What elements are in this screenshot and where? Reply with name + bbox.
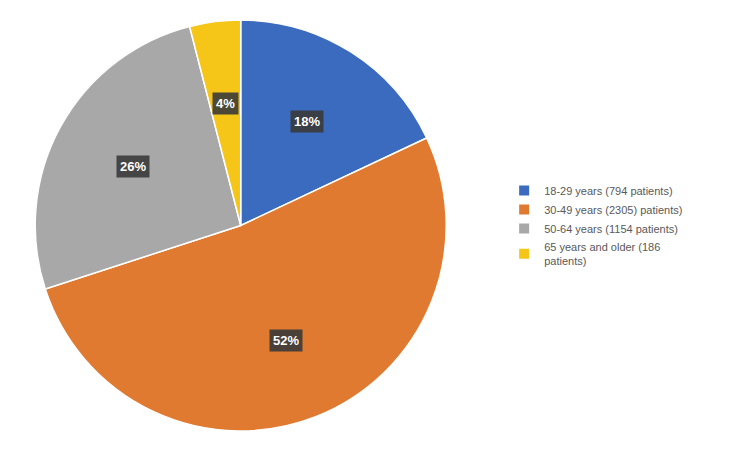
svg-text:65 years and older (186patient: 65 years and older (186patients) bbox=[544, 241, 660, 267]
svg-text:18%: 18% bbox=[294, 114, 320, 129]
svg-text:4%: 4% bbox=[216, 96, 235, 111]
svg-text:18-29 years (794 patients): 18-29 years (794 patients) bbox=[544, 185, 672, 197]
svg-text:50-64 years (1154 patients): 50-64 years (1154 patients) bbox=[544, 223, 678, 235]
svg-text:26%: 26% bbox=[120, 159, 146, 174]
svg-text:30-49 years (2305) patients): 30-49 years (2305) patients) bbox=[544, 204, 682, 216]
svg-text:52%: 52% bbox=[273, 333, 299, 348]
